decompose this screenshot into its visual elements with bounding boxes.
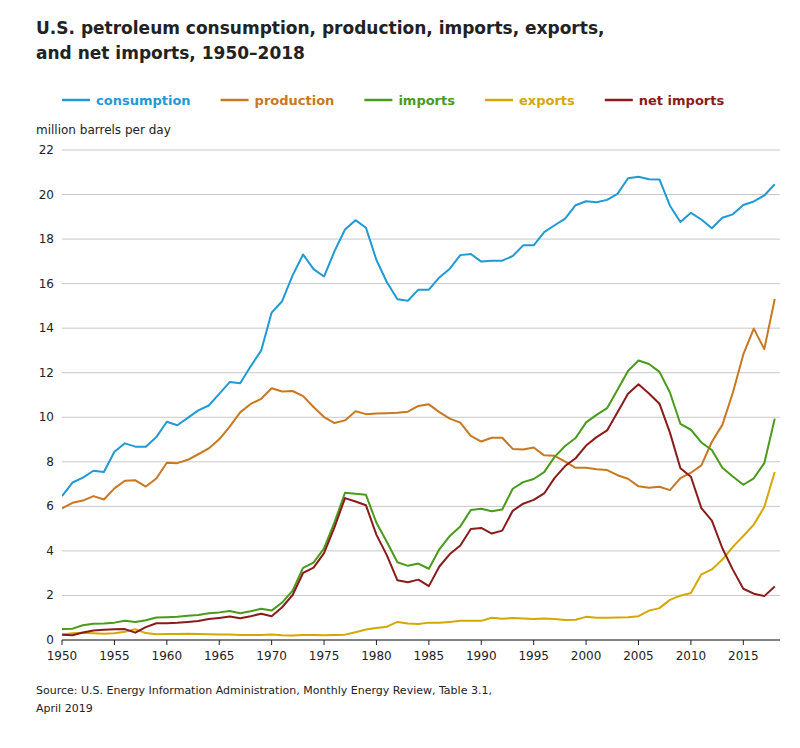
lines bbox=[62, 177, 775, 636]
title-line: and net imports, 1950–2018 bbox=[36, 43, 305, 63]
x-tick bbox=[533, 640, 534, 645]
y-tick-label: 8 bbox=[46, 455, 54, 469]
x-axis-line bbox=[62, 640, 780, 641]
y-tick-label: 22 bbox=[39, 143, 54, 157]
x-tick bbox=[166, 640, 167, 645]
x-tick-label: 1985 bbox=[414, 649, 445, 663]
y-tick-label: 12 bbox=[39, 366, 54, 380]
legend-label: exports bbox=[519, 93, 575, 108]
y-tick-label: 14 bbox=[39, 321, 54, 335]
title-line: U.S. petroleum consumption, production, … bbox=[36, 18, 604, 38]
series-line bbox=[62, 472, 775, 635]
legend: consumption production imports exports net i… bbox=[62, 93, 724, 108]
x-tick-label: 2000 bbox=[571, 649, 602, 663]
series-line bbox=[62, 177, 775, 496]
x-tick bbox=[586, 640, 587, 645]
x-tick bbox=[324, 640, 325, 645]
legend-label: net imports bbox=[639, 93, 725, 108]
x-tick bbox=[743, 640, 744, 645]
x-tick bbox=[219, 640, 220, 645]
legend-swatch bbox=[605, 99, 633, 102]
x-tick-label: 1990 bbox=[466, 649, 497, 663]
legend-label: imports bbox=[398, 93, 455, 108]
grid-line bbox=[62, 506, 780, 507]
grid-line bbox=[62, 328, 780, 329]
x-tick-label: 1995 bbox=[518, 649, 549, 663]
y-axis-label: million barrels per day bbox=[36, 123, 171, 137]
title: U.S. petroleum consumption, production, … bbox=[36, 18, 604, 63]
y-tick-label: 18 bbox=[39, 232, 54, 246]
x-tick-label: 1960 bbox=[152, 649, 183, 663]
grid-line bbox=[62, 372, 780, 373]
y-axis: 0 2 4 6 8 10 12 14 16 18 20 22 bbox=[39, 143, 780, 647]
x-tick bbox=[114, 640, 115, 645]
y-tick-label: 10 bbox=[39, 410, 54, 424]
y-tick-label: 2 bbox=[46, 588, 54, 602]
grid-line bbox=[62, 194, 780, 195]
grid-line bbox=[62, 640, 780, 641]
x-tick bbox=[428, 640, 429, 645]
x-tick-label: 1975 bbox=[309, 649, 340, 663]
legend-swatch bbox=[62, 99, 90, 102]
grid-line bbox=[62, 417, 780, 418]
x-tick-label: 2005 bbox=[623, 649, 654, 663]
x-tick bbox=[62, 640, 63, 645]
grid-line bbox=[62, 239, 780, 240]
legend-swatch bbox=[364, 99, 392, 102]
x-tick bbox=[638, 640, 639, 645]
grid-line bbox=[62, 150, 780, 151]
series-line bbox=[62, 384, 775, 635]
x-tick-label: 1980 bbox=[361, 649, 392, 663]
series-line bbox=[62, 299, 775, 508]
source-note: April 2019 bbox=[36, 702, 93, 715]
x-axis: 1950 1955 1960 1965 1970 1975 1980 1985 1990 1995… bbox=[47, 640, 780, 663]
y-tick-label: 6 bbox=[46, 499, 54, 513]
y-tick-label: 16 bbox=[39, 277, 54, 291]
x-tick-label: 2015 bbox=[728, 649, 759, 663]
y-tick-label: 20 bbox=[39, 188, 54, 202]
x-tick-label: 1970 bbox=[256, 649, 287, 663]
background bbox=[0, 0, 800, 748]
y-tick-label: 4 bbox=[46, 544, 54, 558]
x-tick bbox=[376, 640, 377, 645]
legend-swatch bbox=[221, 99, 249, 102]
x-tick-label: 1950 bbox=[47, 649, 78, 663]
series-line bbox=[62, 360, 775, 629]
x-tick bbox=[690, 640, 691, 645]
grid-line bbox=[62, 283, 780, 284]
x-tick-label: 1965 bbox=[204, 649, 235, 663]
x-tick bbox=[481, 640, 482, 645]
x-tick-label: 1955 bbox=[99, 649, 130, 663]
legend-swatch bbox=[485, 99, 513, 102]
y-tick-label: 0 bbox=[46, 633, 54, 647]
grid-line bbox=[62, 550, 780, 551]
chart: U.S. petroleum consumption, production, … bbox=[0, 0, 800, 748]
x-tick-label: 2010 bbox=[676, 649, 707, 663]
legend-label: production bbox=[255, 93, 335, 108]
x-tick bbox=[271, 640, 272, 645]
grid-line bbox=[62, 595, 780, 596]
legend-label: consumption bbox=[96, 93, 191, 108]
source-note: Source: U.S. Energy Information Administ… bbox=[36, 684, 492, 697]
annotations: Source: U.S. Energy Information Administ… bbox=[36, 684, 492, 715]
